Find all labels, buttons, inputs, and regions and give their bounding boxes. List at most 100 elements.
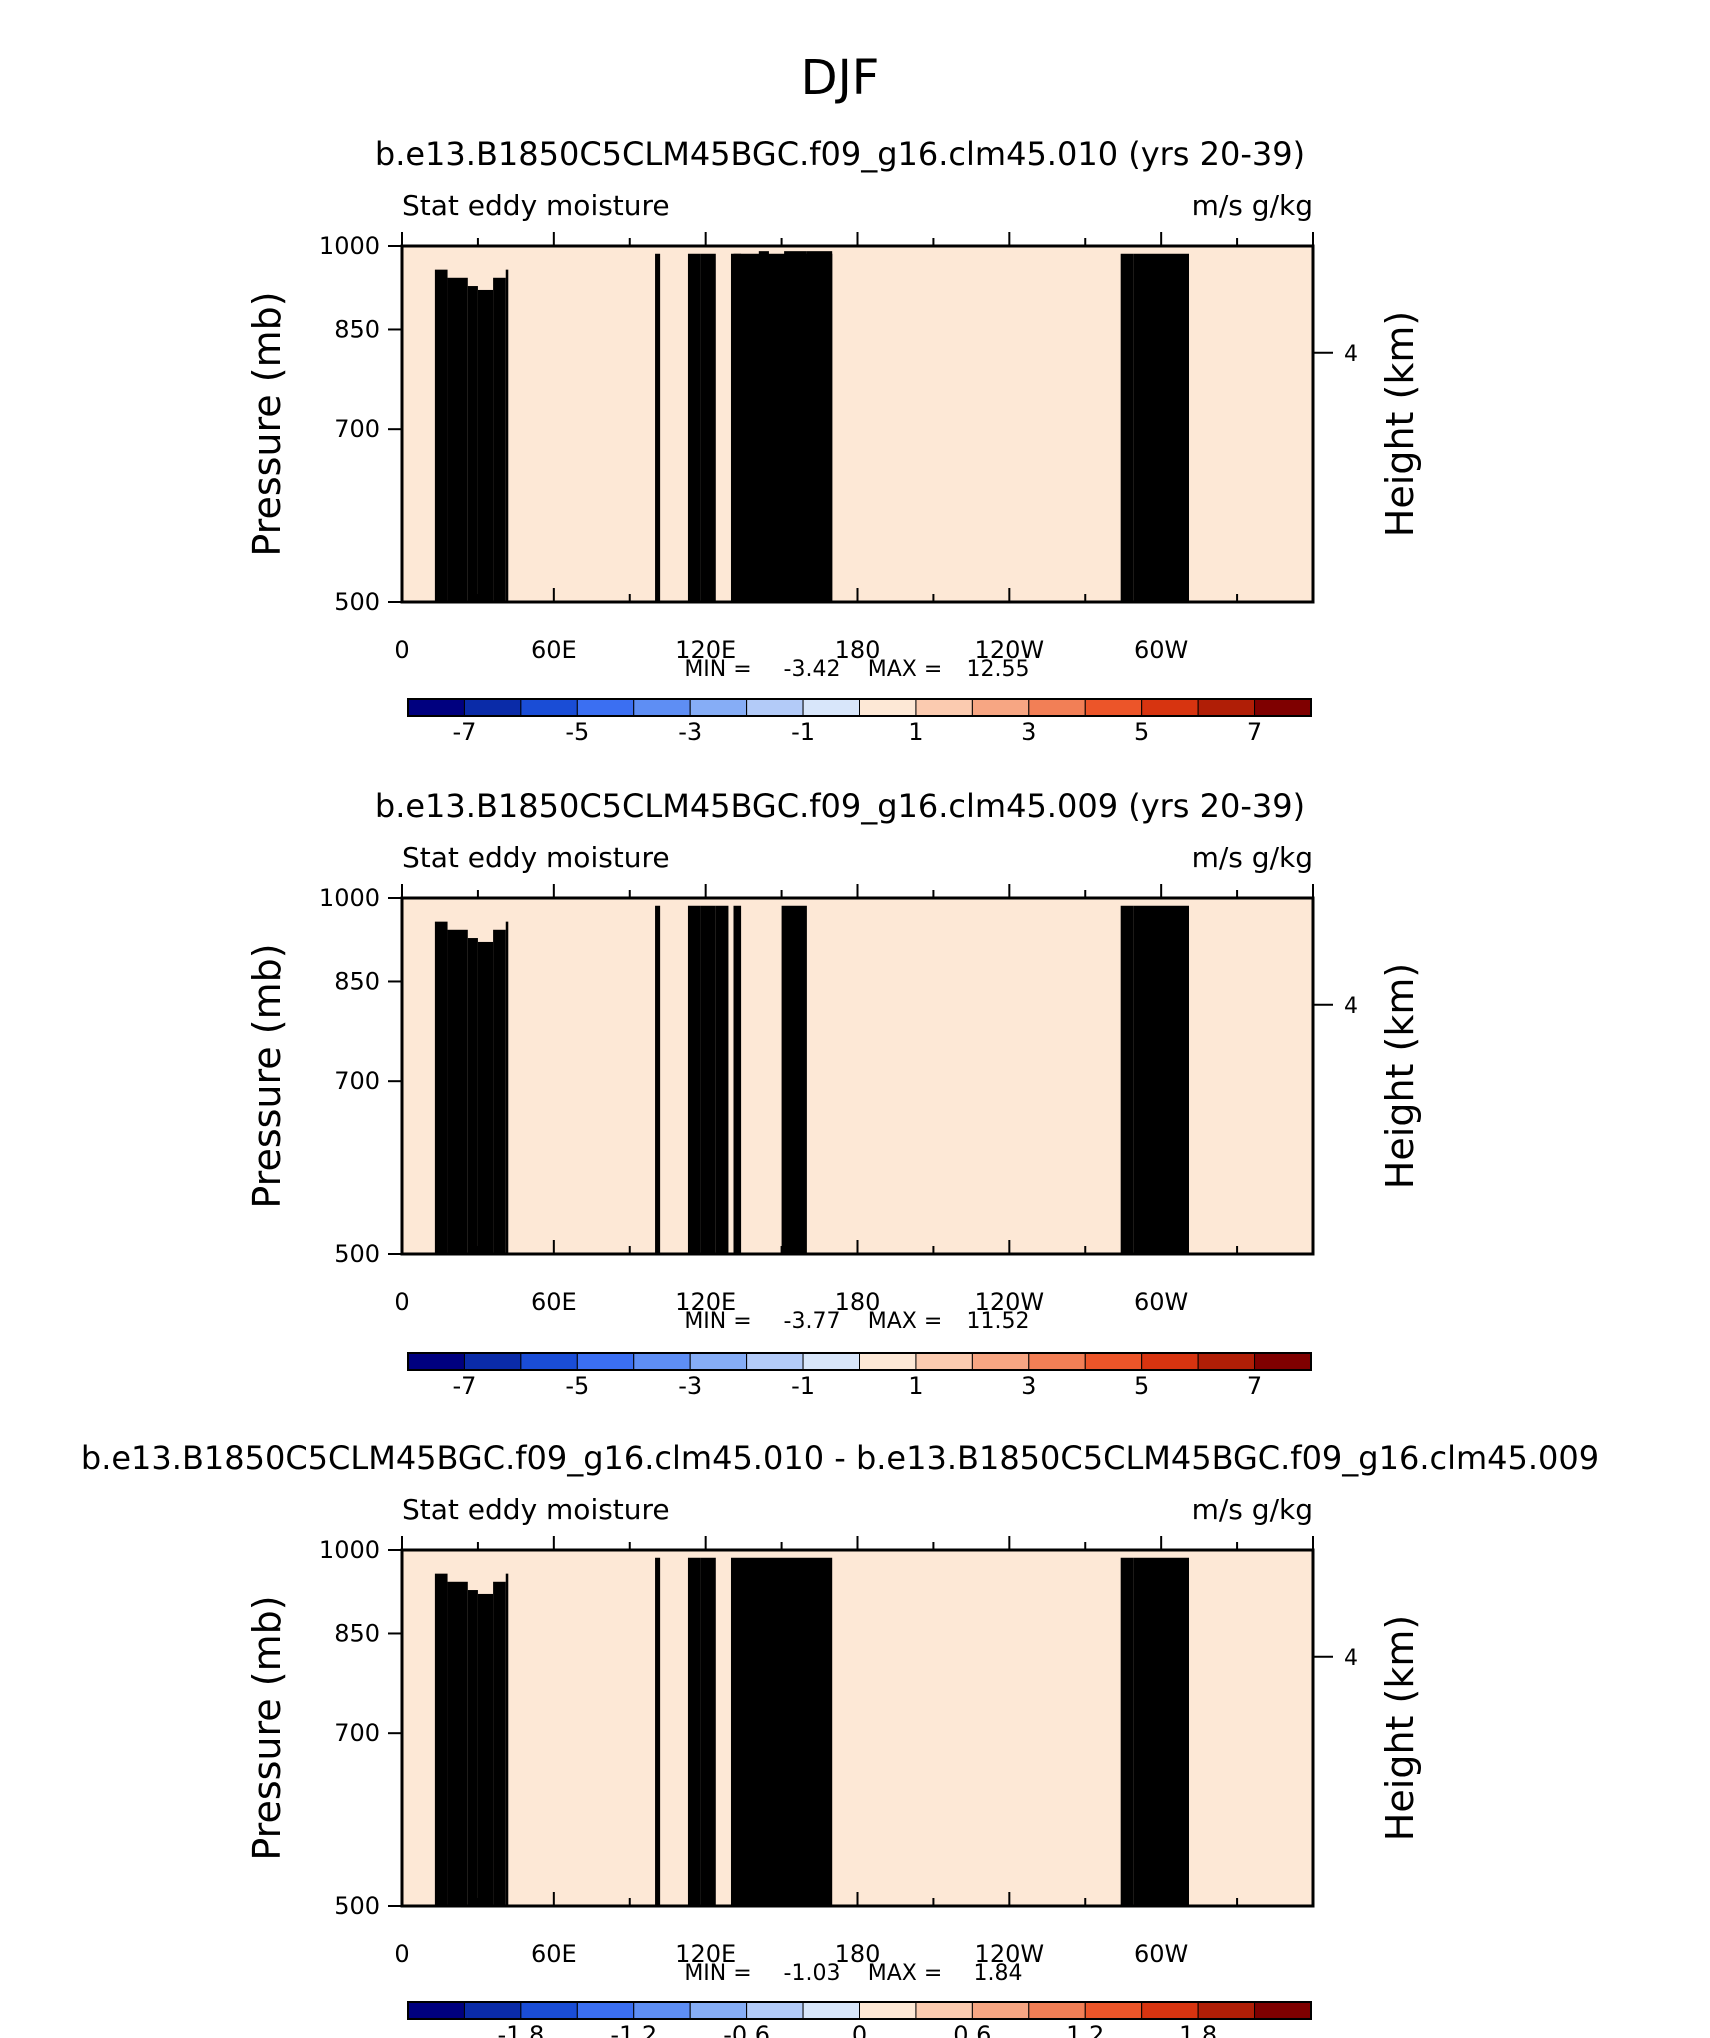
terrain-mask — [477, 289, 494, 602]
x-tick-label: 0 — [394, 636, 409, 664]
terrain-mask — [467, 1590, 478, 1906]
colorbar-swatch — [1084, 2001, 1143, 2020]
x-tick-label: 120E — [675, 1288, 736, 1316]
colorbar-swatch — [802, 2001, 860, 2020]
colorbar-swatch — [407, 698, 465, 717]
terrain-mask — [493, 277, 506, 602]
y2-tick-label: 4 — [1344, 1646, 1358, 1671]
colorbar-swatch — [520, 1352, 578, 1371]
x-tick-label: 120W — [975, 636, 1045, 664]
terrain-mask — [434, 269, 448, 602]
colorbar-label: 3 — [1021, 718, 1036, 746]
y-axis-label: Pressure (mb) — [245, 943, 289, 1208]
terrain-mask — [655, 253, 661, 602]
colorbar-swatch — [407, 1352, 465, 1371]
colorbar-swatch — [407, 2001, 465, 2020]
colorbar-label: -7 — [452, 718, 476, 746]
x-tick-label: 180 — [835, 1940, 881, 1968]
stat-min-value: -3.42 — [784, 657, 841, 682]
stat-max-value: 11.52 — [967, 1309, 1030, 1334]
colorbar-label: 7 — [1247, 718, 1262, 746]
y2-tick-label: 4 — [1344, 342, 1358, 367]
colorbar-swatch — [520, 698, 578, 717]
right-string: m/s g/kg — [1192, 841, 1313, 874]
colorbar-swatch — [1141, 698, 1199, 717]
x-tick-label: 180 — [835, 636, 881, 664]
terrain-mask — [467, 286, 478, 602]
terrain-mask — [493, 929, 506, 1254]
y-tick-label: 700 — [334, 1719, 380, 1747]
terrain-mask — [467, 938, 478, 1254]
colorbar-swatch — [633, 698, 691, 717]
y-tick-label: 1000 — [319, 232, 380, 260]
right-string: m/s g/kg — [1192, 1493, 1313, 1526]
panel-title: b.e13.B1850C5CLM45BGC.f09_g16.clm45.010 … — [375, 135, 1305, 173]
panel-title: b.e13.B1850C5CLM45BGC.f09_g16.clm45.010 … — [81, 1439, 1599, 1477]
colorbar-frame — [407, 2001, 1312, 2020]
left-string: Stat eddy moisture — [402, 841, 670, 874]
colorbar-label: 1 — [908, 1372, 923, 1400]
terrain-mask — [733, 253, 742, 602]
x-tick-label: 60E — [531, 1940, 577, 1968]
colorbar-swatch — [463, 1352, 522, 1371]
panel-2: b.e13.B1850C5CLM45BGC.f09_g16.clm45.009 … — [245, 787, 1422, 1400]
y-tick-label: 850 — [334, 967, 380, 995]
colorbar-label: 1.8 — [1179, 2021, 1217, 2038]
terrain-mask — [687, 1557, 701, 1906]
panel-3: b.e13.B1850C5CLM45BGC.f09_g16.clm45.010 … — [81, 1439, 1599, 2038]
colorbar-swatch — [463, 2001, 522, 2020]
x-tick-label: 60E — [531, 636, 577, 664]
colorbar-label: -7 — [452, 1372, 476, 1400]
right-string: m/s g/kg — [1192, 189, 1313, 222]
y-tick-label: 1000 — [319, 1536, 380, 1564]
terrain-mask — [733, 905, 742, 1254]
terrain-mask — [784, 251, 807, 602]
colorbar-label: 7 — [1247, 1372, 1262, 1400]
terrain-mask — [493, 1581, 506, 1906]
colorbar-swatch — [576, 2001, 635, 2020]
terrain-mask — [477, 1593, 494, 1906]
colorbar-swatch — [746, 698, 804, 717]
terrain-mask — [655, 905, 661, 1254]
x-tick-label: 60E — [531, 1288, 577, 1316]
stat-min-label: MIN = — [684, 1309, 751, 1334]
terrain-mask — [434, 1573, 448, 1906]
colorbar-swatch — [1197, 698, 1256, 717]
stat-max-value: 1.84 — [974, 1961, 1023, 1986]
y-tick-label: 500 — [334, 1892, 380, 1920]
colorbar-swatch — [576, 1352, 635, 1371]
colorbar-frame — [407, 1352, 1312, 1371]
colorbar-label: 0 — [852, 2021, 867, 2038]
stat-min-value: -1.03 — [784, 1961, 841, 1986]
colorbar-swatch — [1254, 1352, 1312, 1371]
colorbar-swatch — [1084, 698, 1143, 717]
left-string: Stat eddy moisture — [402, 1493, 670, 1526]
colorbar-label: 3 — [1021, 1372, 1036, 1400]
x-tick-label: 0 — [394, 1288, 409, 1316]
colorbar-label: 5 — [1134, 1372, 1149, 1400]
colorbar-swatch — [971, 698, 1030, 717]
colorbar-swatch — [689, 698, 748, 717]
colorbar-swatch — [689, 1352, 748, 1371]
y-tick-label: 850 — [334, 315, 380, 343]
stat-max-label: MAX = — [868, 1309, 943, 1334]
colorbar-swatch — [802, 698, 860, 717]
colorbar-swatch — [633, 1352, 691, 1371]
colorbar-swatch — [576, 698, 635, 717]
terrain-mask — [434, 921, 448, 1254]
x-tick-label: 120W — [975, 1940, 1045, 1968]
y-tick-label: 700 — [334, 1067, 380, 1095]
stat-max-label: MAX = — [868, 657, 943, 682]
colorbar-swatch — [1084, 1352, 1143, 1371]
terrain-mask — [447, 929, 468, 1254]
x-tick-label: 120E — [675, 1940, 736, 1968]
terrain-mask — [687, 905, 701, 1254]
y2-tick-label: 4 — [1344, 994, 1358, 1019]
y2-axis-label: Height (km) — [1378, 311, 1422, 537]
colorbar-frame — [407, 698, 1312, 717]
colorbar-swatch — [746, 2001, 804, 2020]
colorbar-label: -3 — [678, 1372, 702, 1400]
terrain-mask — [505, 1573, 509, 1906]
terrain-mask — [655, 1557, 661, 1906]
colorbar-label: -1.2 — [610, 2021, 657, 2038]
